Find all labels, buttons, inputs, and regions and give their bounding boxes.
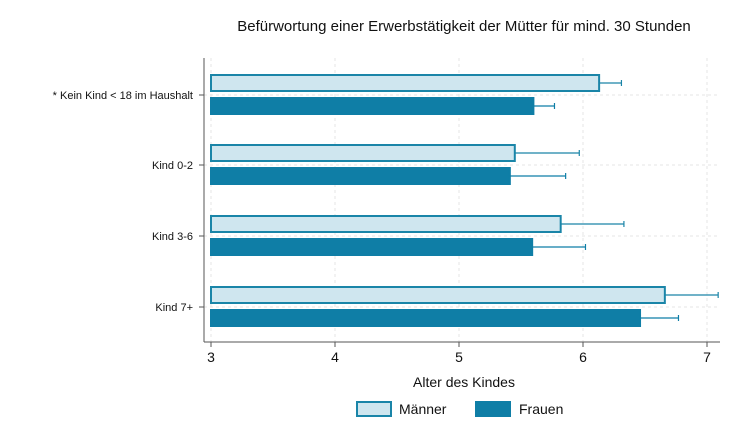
- x-axis-label: Alter des Kindes: [413, 374, 515, 390]
- x-tick-label-3: 6: [579, 349, 587, 365]
- x-ticks: 3 4 5 6 7: [207, 342, 711, 365]
- y-tick-label-3: Kind 7+: [155, 302, 193, 314]
- x-tick-label-4: 7: [703, 349, 711, 365]
- bar-maenner-0: [210, 74, 601, 92]
- bar-frauen-0: [210, 97, 535, 115]
- x-tick-label-2: 5: [455, 349, 463, 365]
- bar-maenner-1: [210, 144, 516, 162]
- chart-title: Befürwortung einer Erwerbstätigkeit der …: [237, 18, 691, 35]
- bar-frauen-2: [210, 238, 534, 256]
- legend-swatch-frauen: [475, 401, 511, 417]
- legend: Männer Frauen: [356, 401, 563, 417]
- bar-maenner-2: [210, 215, 562, 233]
- x-tick-label-1: 4: [331, 349, 339, 365]
- legend-label-frauen: Frauen: [519, 401, 563, 417]
- bar-frauen-3: [210, 309, 642, 327]
- x-tick-label-0: 3: [207, 349, 215, 365]
- y-tick-label-2: Kind 3-6: [152, 231, 193, 243]
- legend-swatch-maenner: [356, 401, 392, 417]
- bars: [210, 74, 719, 327]
- bar-maenner-3: [210, 286, 666, 304]
- y-tick-label-1: Kind 0-2: [152, 160, 193, 172]
- y-tick-label-0: * Kein Kind < 18 im Haushalt: [53, 90, 193, 102]
- bar-frauen-1: [210, 167, 511, 185]
- legend-label-maenner: Männer: [399, 401, 447, 417]
- y-ticks: * Kein Kind < 18 im Haushalt Kind 0-2 Kind…: [53, 90, 204, 314]
